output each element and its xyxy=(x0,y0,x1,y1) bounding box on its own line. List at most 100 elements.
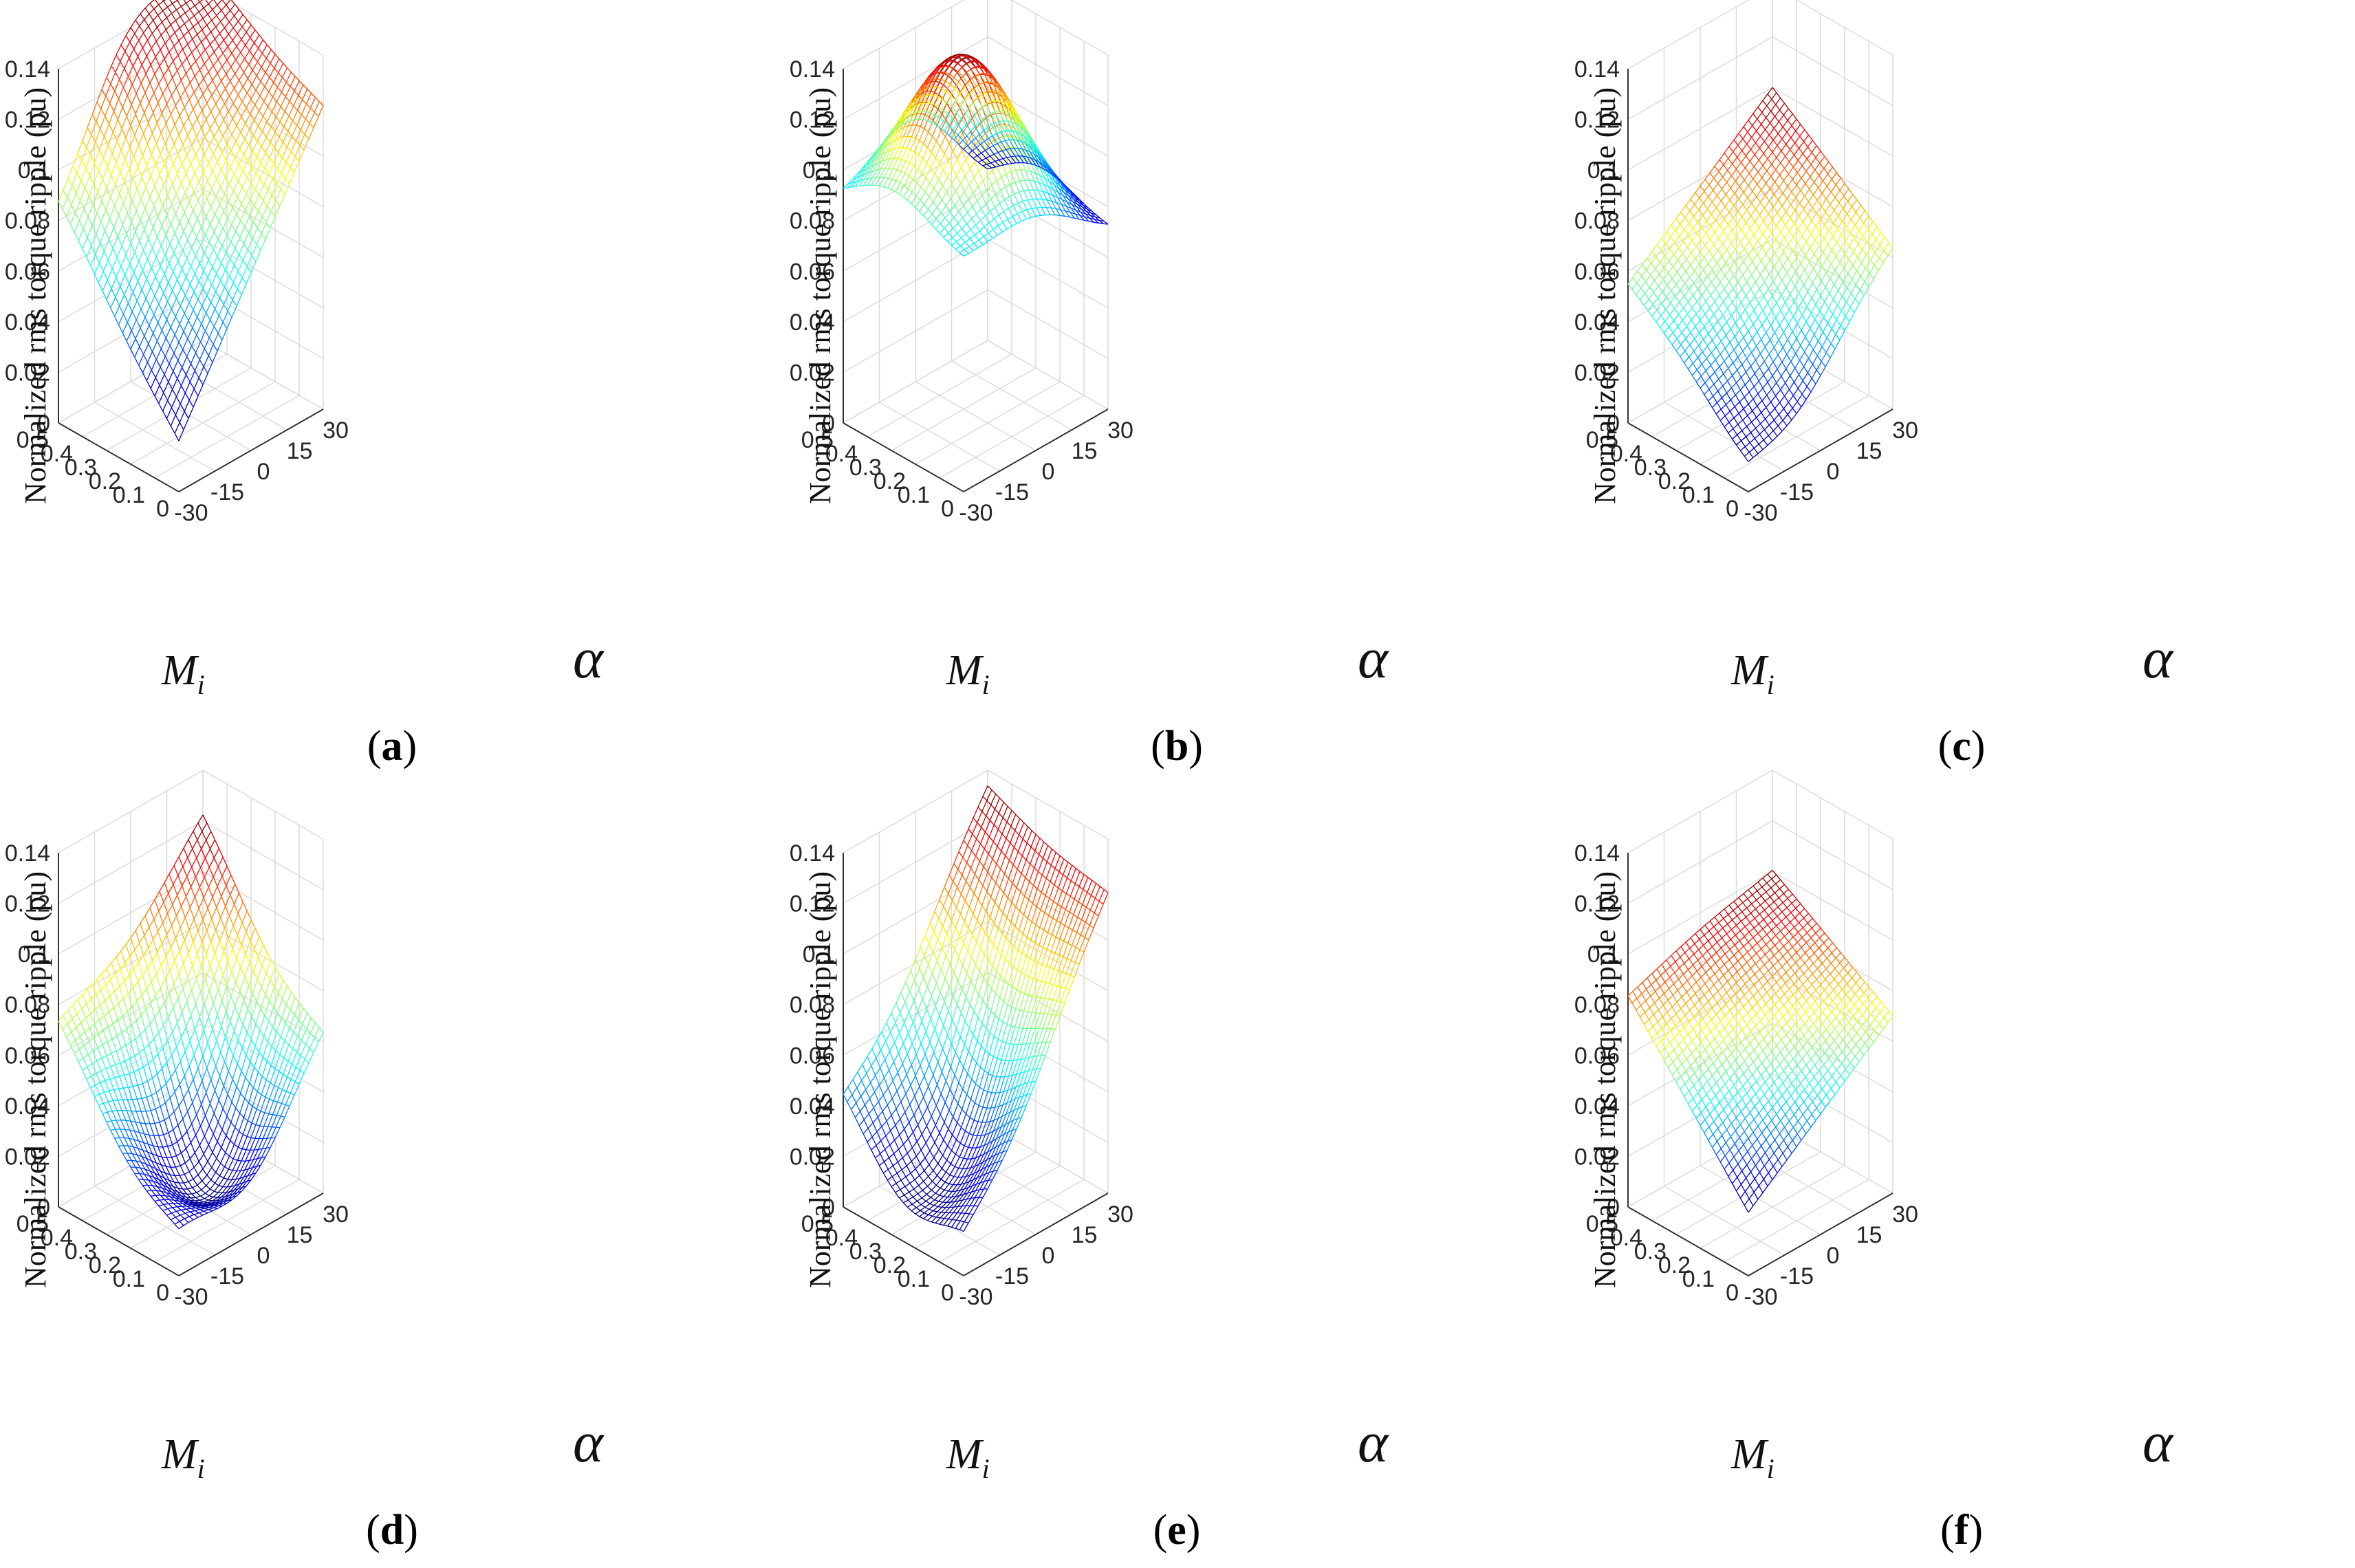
mesh-segment xyxy=(1805,328,1811,338)
mesh-segment xyxy=(936,113,943,125)
mesh-segment xyxy=(1856,270,1861,277)
mesh-segment xyxy=(182,154,188,164)
mesh-segment xyxy=(206,188,213,199)
mesh-segment xyxy=(1783,408,1788,415)
mesh-segment xyxy=(270,142,275,148)
mesh-segment xyxy=(1774,332,1779,340)
mesh-segment xyxy=(231,125,237,135)
mesh-segment xyxy=(150,56,156,65)
mesh-segment xyxy=(877,153,883,164)
mesh-segment xyxy=(1009,193,1014,197)
mesh-segment xyxy=(1010,169,1016,173)
mesh-segment xyxy=(990,160,995,164)
mesh-segment xyxy=(1715,409,1722,415)
mesh-segment xyxy=(883,186,888,189)
mesh-segment xyxy=(1733,281,1739,290)
mesh-segment xyxy=(129,146,135,157)
mesh-segment xyxy=(1778,251,1784,260)
mesh-segment xyxy=(1018,201,1023,204)
mesh-segment xyxy=(947,88,953,94)
mesh-segment xyxy=(962,72,968,77)
mesh-segment xyxy=(280,96,286,107)
mesh-segment xyxy=(267,96,274,107)
mesh-segment xyxy=(995,120,1000,124)
mesh-segment xyxy=(1034,181,1039,191)
mesh-segment xyxy=(274,67,279,74)
mesh-segment xyxy=(1003,130,1010,140)
mesh-segment xyxy=(1043,184,1049,188)
mesh-segment xyxy=(135,102,141,115)
mesh-segment xyxy=(227,127,232,135)
mesh-segment xyxy=(140,73,146,84)
mesh-segment xyxy=(1752,331,1758,339)
mesh-segment xyxy=(284,183,290,195)
mesh-segment xyxy=(255,162,261,173)
mesh-segment xyxy=(1839,190,1845,197)
mi-tick-label: 0.5 xyxy=(801,427,834,453)
mesh-segment xyxy=(1080,212,1085,217)
mesh-segment xyxy=(929,121,935,125)
mesh-segment xyxy=(91,246,96,255)
mesh-segment xyxy=(208,259,213,268)
mesh-segment xyxy=(931,206,938,215)
mesh-segment xyxy=(158,312,164,323)
mesh-segment xyxy=(944,73,949,77)
mesh-segment xyxy=(1728,281,1734,290)
mesh-segment xyxy=(1776,226,1781,232)
mesh-segment xyxy=(1721,398,1726,405)
mesh-segment xyxy=(178,35,184,41)
mesh-segment xyxy=(216,169,222,179)
mesh-segment xyxy=(1847,194,1854,202)
mesh-segment xyxy=(1807,215,1812,221)
mesh-segment xyxy=(963,253,969,257)
mesh-segment xyxy=(86,246,92,258)
mesh-segment xyxy=(167,389,173,401)
mesh-segment xyxy=(226,235,232,242)
mesh-segment xyxy=(184,294,190,303)
z-tick-label: 0 xyxy=(822,411,835,437)
mesh-segment xyxy=(1851,199,1858,208)
mesh-segment xyxy=(942,102,948,110)
alpha-tick-label: -15 xyxy=(995,479,1029,505)
mesh-segment xyxy=(965,151,972,160)
mesh-segment xyxy=(953,67,959,72)
alpha-axis-line xyxy=(178,409,324,492)
mesh-segment xyxy=(1854,230,1860,239)
mesh-segment xyxy=(1776,294,1782,303)
mesh-segment xyxy=(271,184,277,195)
mesh-segment xyxy=(245,210,250,217)
mesh-segment xyxy=(155,246,162,257)
mesh-segment xyxy=(1753,386,1759,394)
mesh-segment xyxy=(1761,395,1768,402)
mesh-segment xyxy=(88,196,94,205)
mesh-segment xyxy=(1724,348,1730,356)
mesh-segment xyxy=(169,37,175,47)
mesh-segment xyxy=(259,101,265,111)
mesh-segment xyxy=(1825,272,1831,279)
mesh-segment xyxy=(997,149,1003,153)
mesh-segment xyxy=(1039,175,1045,179)
mesh-segment xyxy=(943,120,949,126)
mesh-segment xyxy=(151,351,157,360)
mesh-segment xyxy=(241,39,246,45)
mesh-segment xyxy=(1852,265,1858,272)
mesh-segment xyxy=(193,26,198,35)
mesh-segment xyxy=(203,355,209,367)
mesh-segment xyxy=(219,298,224,305)
mesh-segment xyxy=(1819,175,1824,182)
mesh-segment xyxy=(1713,378,1719,385)
mesh-segment xyxy=(1822,331,1827,338)
mesh-segment xyxy=(198,85,204,95)
mesh-segment xyxy=(955,111,962,119)
mesh-segment xyxy=(188,220,193,230)
mesh-segment xyxy=(1768,368,1773,376)
mesh-segment xyxy=(164,254,170,264)
mesh-segment xyxy=(1821,346,1827,353)
mesh-segment xyxy=(1001,228,1008,232)
grid-line xyxy=(1772,340,1893,410)
mesh-segment xyxy=(988,81,993,83)
mesh-segment xyxy=(299,144,305,151)
alpha-axis-label: α xyxy=(1358,627,1389,690)
mesh-segment xyxy=(180,404,185,412)
mesh-segment xyxy=(142,47,147,56)
